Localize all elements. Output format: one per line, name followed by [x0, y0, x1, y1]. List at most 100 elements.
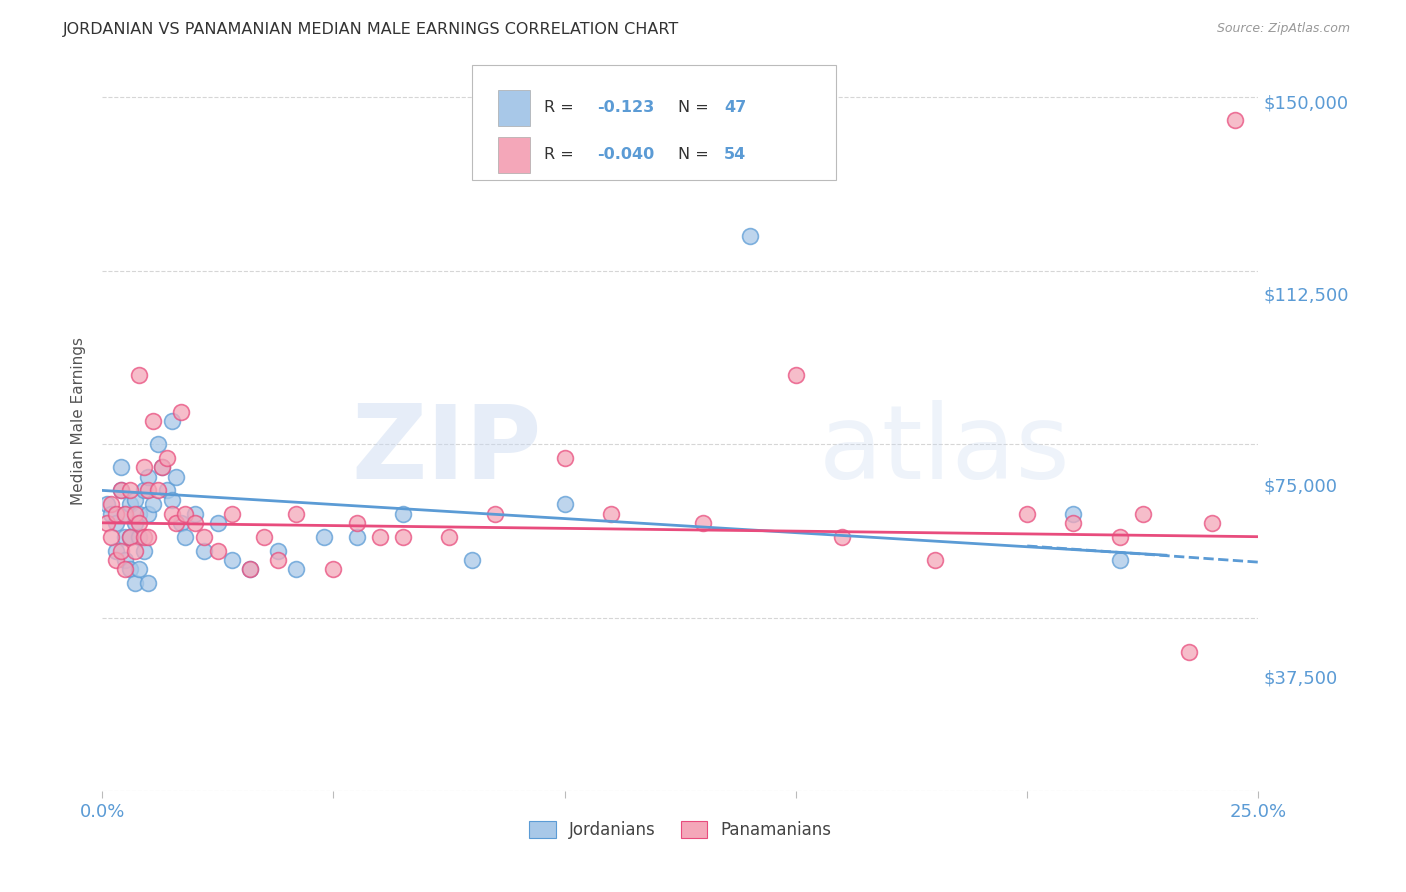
Point	[738, 228, 761, 243]
Point	[346, 530, 368, 544]
Point	[128, 507, 150, 521]
Text: N =: N =	[678, 147, 714, 162]
FancyBboxPatch shape	[498, 137, 530, 173]
Point	[138, 530, 160, 544]
Point	[692, 516, 714, 530]
Point	[267, 543, 290, 558]
Point	[124, 492, 146, 507]
Point	[1178, 645, 1201, 659]
Point	[285, 562, 308, 576]
Point	[322, 562, 344, 576]
Point	[114, 507, 136, 521]
Point	[554, 450, 576, 465]
Point	[193, 543, 215, 558]
Point	[1062, 507, 1084, 521]
Point	[600, 507, 623, 521]
Point	[118, 562, 141, 576]
Point	[150, 460, 173, 475]
Point	[100, 497, 122, 511]
Point	[100, 507, 122, 521]
Point	[138, 469, 160, 483]
Point	[114, 507, 136, 521]
Point	[118, 530, 141, 544]
Legend: Jordanians, Panamanians: Jordanians, Panamanians	[522, 814, 838, 846]
Point	[1201, 516, 1223, 530]
Point	[138, 576, 160, 591]
Point	[160, 507, 183, 521]
Point	[124, 507, 146, 521]
Point	[314, 530, 336, 544]
Point	[132, 483, 155, 498]
Point	[114, 562, 136, 576]
Point	[110, 460, 132, 475]
Point	[96, 497, 118, 511]
Point	[132, 543, 155, 558]
Point	[110, 543, 132, 558]
FancyBboxPatch shape	[498, 90, 530, 126]
Point	[1062, 516, 1084, 530]
Point	[785, 368, 807, 382]
Point	[146, 483, 169, 498]
Point	[239, 562, 262, 576]
Point	[437, 530, 460, 544]
Point	[142, 414, 165, 428]
Point	[170, 405, 193, 419]
Point	[207, 543, 229, 558]
Point	[114, 553, 136, 567]
Point	[267, 553, 290, 567]
Point	[174, 507, 197, 521]
Point	[183, 516, 205, 530]
Point	[128, 516, 150, 530]
Text: JORDANIAN VS PANAMANIAN MEDIAN MALE EARNINGS CORRELATION CHART: JORDANIAN VS PANAMANIAN MEDIAN MALE EARN…	[63, 22, 679, 37]
Point	[193, 530, 215, 544]
Point	[114, 530, 136, 544]
Text: -0.040: -0.040	[598, 147, 654, 162]
Point	[1132, 507, 1154, 521]
Point	[1017, 507, 1039, 521]
Point	[156, 450, 179, 465]
Point	[924, 553, 946, 567]
Point	[138, 483, 160, 498]
Point	[1225, 113, 1247, 128]
Text: 47: 47	[724, 101, 747, 115]
Point	[146, 437, 169, 451]
Point	[461, 553, 484, 567]
Point	[128, 368, 150, 382]
Text: ZIP: ZIP	[352, 401, 541, 501]
Point	[105, 553, 128, 567]
Point	[110, 483, 132, 498]
Point	[128, 562, 150, 576]
Point	[207, 516, 229, 530]
Text: R =: R =	[544, 101, 579, 115]
Point	[118, 483, 141, 498]
Text: atlas: atlas	[820, 401, 1071, 501]
Point	[105, 516, 128, 530]
Point	[156, 483, 179, 498]
Point	[118, 497, 141, 511]
Point	[160, 414, 183, 428]
Point	[221, 507, 243, 521]
Point	[128, 530, 150, 544]
Point	[124, 516, 146, 530]
Point	[346, 516, 368, 530]
Text: 54: 54	[724, 147, 747, 162]
Text: R =: R =	[544, 147, 579, 162]
Point	[392, 530, 415, 544]
Point	[170, 516, 193, 530]
Point	[96, 516, 118, 530]
Point	[392, 507, 415, 521]
Point	[160, 492, 183, 507]
Point	[165, 469, 187, 483]
FancyBboxPatch shape	[472, 65, 837, 180]
Point	[239, 562, 262, 576]
Point	[1108, 553, 1130, 567]
Point	[165, 516, 187, 530]
Point	[132, 460, 155, 475]
Point	[138, 507, 160, 521]
Point	[132, 530, 155, 544]
Point	[100, 530, 122, 544]
Point	[174, 530, 197, 544]
Point	[484, 507, 506, 521]
Point	[124, 576, 146, 591]
Point	[183, 507, 205, 521]
